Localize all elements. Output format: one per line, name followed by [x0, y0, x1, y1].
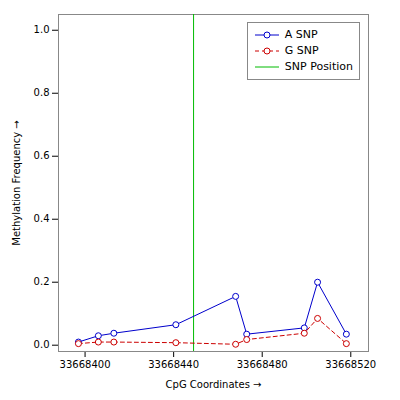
svg-text:33668480: 33668480 [237, 359, 288, 370]
html-text:A SNP: A SNP [284, 28, 318, 41]
html-text:SNP Position: SNP Position [284, 60, 353, 73]
svg-text:0.8: 0.8 [34, 87, 50, 98]
svg-text:33668520: 33668520 [325, 359, 376, 370]
svg-text:0.6: 0.6 [34, 150, 50, 161]
svg-text:0.4: 0.4 [34, 213, 50, 224]
svg-text:1.0: 1.0 [34, 24, 50, 35]
html-text:G SNP: G SNP [284, 44, 319, 57]
svg-text:0.2: 0.2 [34, 276, 50, 287]
svg-text:33668400: 33668400 [60, 359, 111, 370]
svg-text:0.0: 0.0 [34, 339, 50, 350]
svg-text:Methylation Frequency →: Methylation Frequency → [11, 120, 22, 245]
svg-text:CpG Coordinates →: CpG Coordinates → [166, 379, 262, 390]
svg-text:33668440: 33668440 [148, 359, 199, 370]
